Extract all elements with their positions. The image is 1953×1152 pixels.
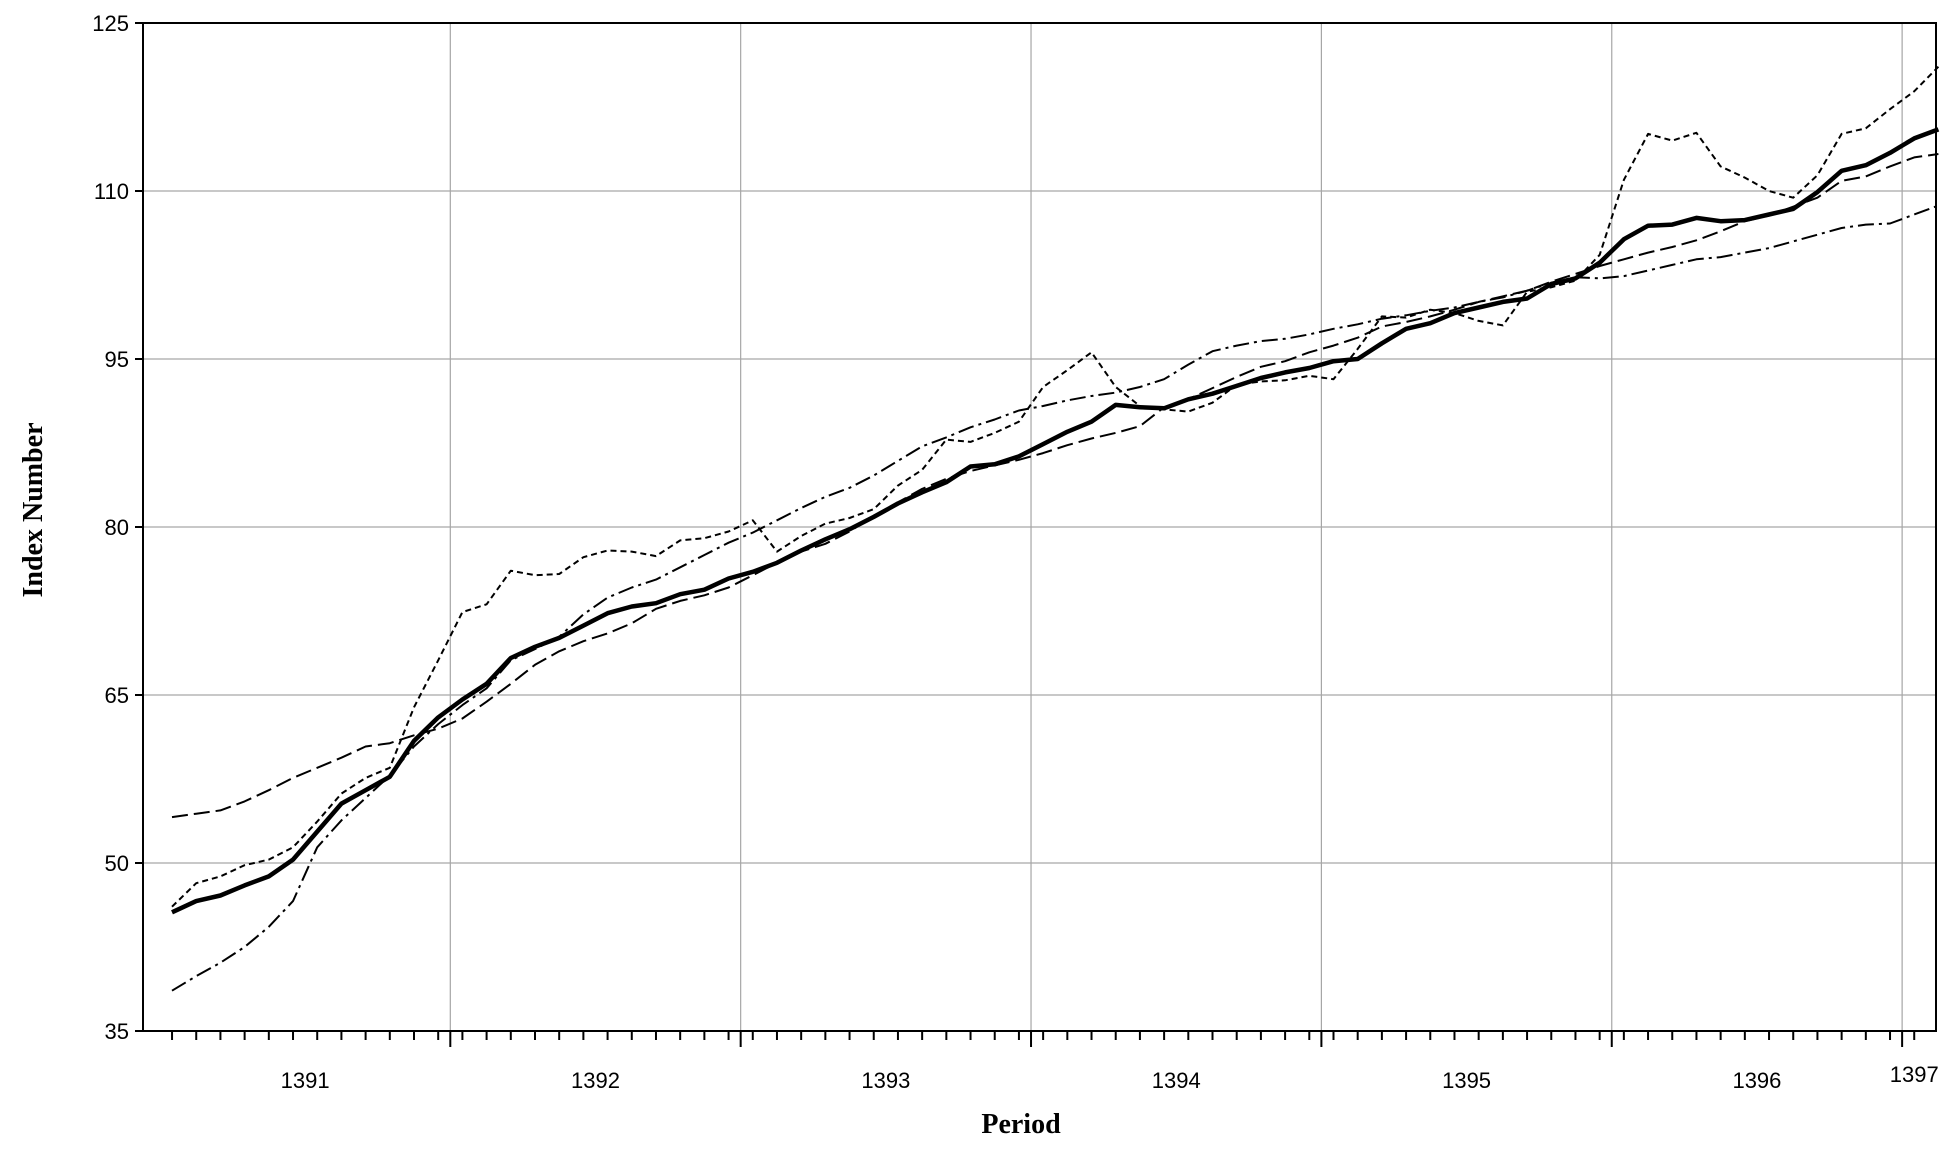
y-tick-label: 50 — [105, 851, 129, 876]
y-tick-label: 95 — [105, 347, 129, 372]
x-tick-label: 1392 — [571, 1068, 620, 1093]
y-tick-label: 65 — [105, 683, 129, 708]
x-tick-label: 1397 — [1890, 1062, 1939, 1087]
series-line-short-dash — [171, 65, 1940, 908]
y-tick-label: 125 — [92, 11, 129, 36]
axes: 35 50 65 80 95 110 125 1391 1392 1393 1394 1395 1396… — [92, 11, 1938, 1093]
x-tick-label: 1394 — [1152, 1068, 1201, 1093]
x-axis-title: Period — [981, 1109, 1061, 1140]
series-line-long-dash — [171, 153, 1939, 819]
y-axis-title: Index Number — [18, 422, 49, 597]
series-lines — [171, 65, 1940, 992]
y-tick-label: 110 — [94, 179, 129, 204]
y-tick-label: 35 — [105, 1019, 129, 1044]
x-tick-label: 1393 — [861, 1068, 910, 1093]
x-tick-label: 1391 — [281, 1068, 330, 1093]
x-tick-label: 1395 — [1442, 1068, 1491, 1093]
x-tick-label: 1396 — [1732, 1068, 1781, 1093]
y-tick-label: 80 — [105, 515, 129, 540]
gridlines — [143, 23, 1936, 1031]
series-line-dash-dot — [171, 204, 1939, 992]
series-line-solid-thick — [171, 127, 1940, 915]
